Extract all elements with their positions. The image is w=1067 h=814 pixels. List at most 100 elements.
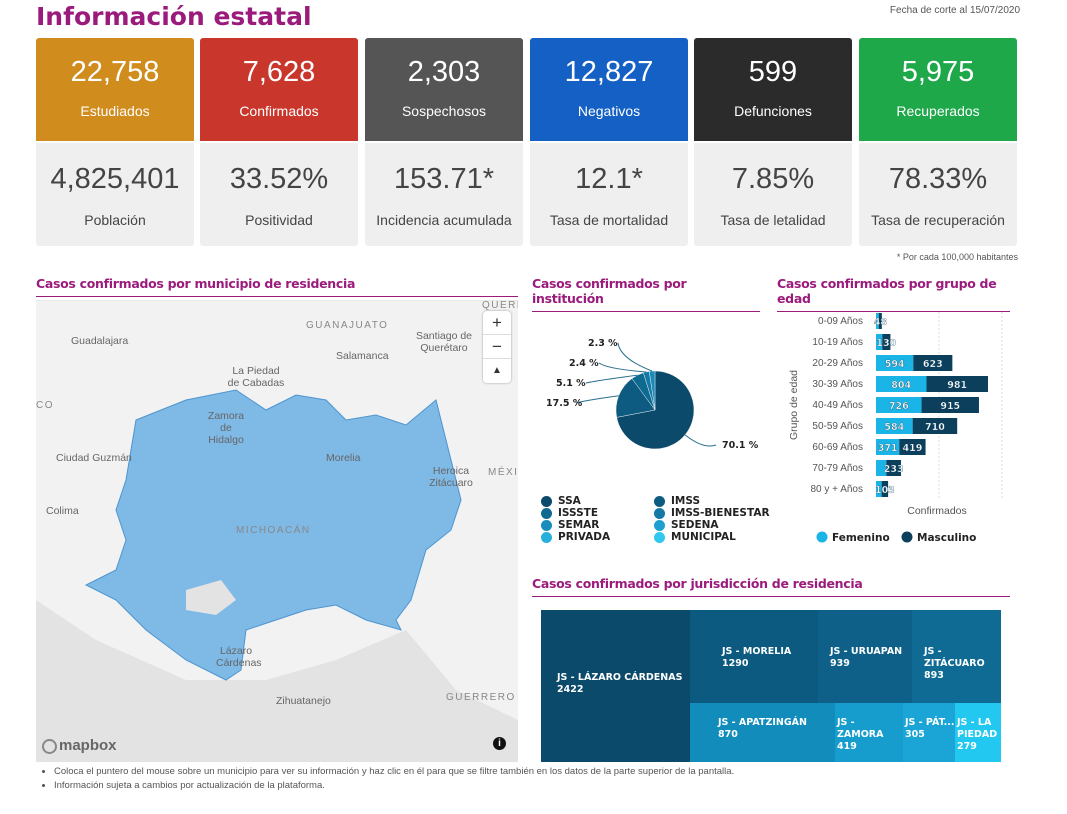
legend-label: Masculino: [917, 532, 976, 544]
stat-card-top: 7,628 Confirmados: [200, 38, 358, 141]
treemap-cell[interactable]: JS - LÁZARO CÁRDENAS 2422: [541, 610, 690, 762]
map-place-label: Zihuatanejo: [276, 695, 331, 707]
legend-item[interactable]: MUNICIPAL: [654, 531, 736, 543]
stat-sub-value: 33.52%: [229, 163, 329, 195]
stat-card-bottom: 78.33% Tasa de recuperación: [859, 143, 1017, 246]
map-title: Casos confirmados por municipio de resid…: [36, 276, 518, 297]
treemap-cell[interactable]: JS - ZAMORA 419: [835, 703, 903, 762]
treemap-cell[interactable]: JS - APATZINGÁN 870: [690, 703, 835, 762]
stat-card: 12,827 Negativos 12.1* Tasa de mortalidad: [530, 38, 688, 246]
stat-sub-value: 153.71*: [394, 163, 494, 195]
treemap-label: JS - ZAMORA: [837, 717, 884, 740]
stat-card-top: 12,827 Negativos: [530, 38, 688, 141]
age-bar-femenino: [876, 418, 913, 434]
age-bar-label: 233: [884, 464, 904, 475]
stat-value: 7,628: [242, 56, 316, 88]
mapbox-logo[interactable]: mapbox: [42, 737, 117, 754]
age-bar-label: 594: [885, 359, 905, 370]
info-icon[interactable]: i: [493, 737, 506, 750]
age-bar-femenino: [876, 460, 887, 476]
age-tick-label: 0-09 Años: [818, 316, 863, 327]
stat-value: 22,758: [70, 56, 160, 88]
treemap-cell[interactable]: JS - URUAPAN 939: [818, 610, 912, 703]
legend-item[interactable]: IMSS-BIENESTAR: [654, 507, 770, 519]
treemap-cell[interactable]: JS - PÁT... 305: [903, 703, 955, 762]
treemap-cell[interactable]: JS - LA PIEDAD 279: [955, 703, 1001, 762]
age-bar-masculino: [913, 355, 953, 371]
stat-card-bottom: 33.52% Positividad: [200, 143, 358, 246]
legend-label: PRIVADA: [558, 531, 611, 543]
zoom-controls: + − ▲: [483, 311, 511, 383]
legend-dot-icon: [654, 495, 665, 507]
legend-dot-icon: [541, 531, 552, 543]
legend-dot-icon: [654, 519, 665, 531]
map-place-label: La Piedad de Cabadas: [227, 365, 285, 389]
age-bar-label: 710: [925, 422, 945, 433]
treemap-label: JS - PÁT...: [905, 717, 955, 728]
treemap-value: 870: [718, 729, 738, 740]
stat-card: 2,303 Sospechosos 153.71* Incidencia acumul…: [365, 38, 523, 246]
note: Coloca el puntero del mouse sobre un mun…: [54, 765, 734, 779]
pie-slice: [615, 378, 656, 418]
map-place-label: GUANAJUATO: [306, 320, 389, 331]
map-place-label: Lázaro Cárdenas: [216, 645, 262, 669]
treemap-value: 419: [837, 741, 857, 752]
legend-item[interactable]: SEMAR: [541, 519, 599, 531]
legend-item[interactable]: ISSSTE: [541, 507, 598, 519]
age-bar-label: 584: [884, 422, 904, 433]
stat-sub-value: 4,825,401: [50, 163, 180, 195]
legend-label: SEDENA: [671, 519, 719, 531]
map-place-label: Guadalajara: [71, 335, 129, 347]
legend-dot-icon: [541, 519, 552, 531]
legend-item[interactable]: SEDENA: [654, 519, 719, 531]
treemap-value: 279: [957, 741, 977, 752]
treemap-label: JS - APATZINGÁN: [718, 717, 807, 728]
age-tick-label: 50-59 Años: [812, 421, 863, 432]
legend-item[interactable]: PRIVADA: [541, 531, 610, 543]
legend-item[interactable]: SSA: [541, 495, 581, 507]
age-bar-label: 48: [874, 317, 888, 328]
treemap-cell[interactable]: JS - MORELIA 1290: [690, 610, 818, 703]
cutoff-date: Fecha de corte al 15/07/2020: [889, 5, 1020, 16]
age-bar-femenino: [876, 397, 922, 413]
zoom-in-button[interactable]: +: [483, 311, 511, 335]
age-bar-label: 103: [875, 485, 895, 496]
compass-button[interactable]: ▲: [492, 365, 502, 376]
treemap-label: JS - URUAPAN: [830, 646, 903, 657]
legend-label: IMSS: [671, 495, 701, 507]
age-bar-femenino: [876, 355, 914, 371]
pie-leader-line: [598, 362, 647, 373]
legend-label: SSA: [558, 495, 581, 507]
treemap-value: 939: [830, 658, 850, 669]
pie-leader-line: [617, 342, 653, 372]
institution-pie-chart: 70.1 % 17.5 % 5.1 % 2.4 % 2.3 %: [546, 338, 759, 451]
institution-chart-title: Casos confirmados por institución: [532, 276, 760, 312]
age-bar-femenino: [876, 481, 882, 497]
stat-card: 5,975 Recuperados 78.33% Tasa de recuperaci…: [859, 38, 1017, 246]
stat-label: Sospechosos: [401, 103, 487, 119]
age-tick-label: 30-39 Años: [812, 379, 863, 390]
stat-card: 22,758 Estudiados 4,825,401 Población: [36, 38, 194, 246]
stat-sub-value: 12.1*: [575, 163, 643, 195]
stat-sub-label: Tasa de recuperación: [871, 212, 1005, 228]
legend-item[interactable]: IMSS: [654, 495, 700, 507]
map-place-label: MÉXI: [488, 467, 518, 478]
pie-data-label: 5.1 %: [556, 378, 586, 389]
stat-sub-label: Tasa de mortalidad: [549, 212, 669, 228]
age-tick-label: 10-19 Años: [812, 337, 863, 348]
zoom-out-button[interactable]: −: [483, 335, 511, 359]
age-bar-label: 726: [889, 401, 909, 412]
age-bar-femenino: [876, 376, 927, 392]
map-place-label: Salamanca: [336, 350, 389, 362]
treemap-cell[interactable]: JS - ZITÁCUARO 893: [912, 610, 1001, 703]
municipality-map[interactable]: GUANAJUATO Guadalajara Salamanca Santiago d…: [36, 300, 518, 762]
pie-leader-line: [575, 395, 619, 404]
stat-card: 7,628 Confirmados 33.52% Positividad: [200, 38, 358, 246]
age-bar-masculino: [882, 334, 891, 350]
note: Información sujeta a cambios por actuali…: [54, 779, 734, 793]
map-place-label: MICHOACÁN: [236, 525, 311, 536]
x-axis-title: Confirmados: [907, 505, 967, 517]
stat-value: 12,827: [564, 56, 654, 88]
stat-card: 599 Defunciones 7.85% Tasa de letalidad: [694, 38, 852, 246]
pie-data-label: 2.3 %: [588, 338, 618, 349]
